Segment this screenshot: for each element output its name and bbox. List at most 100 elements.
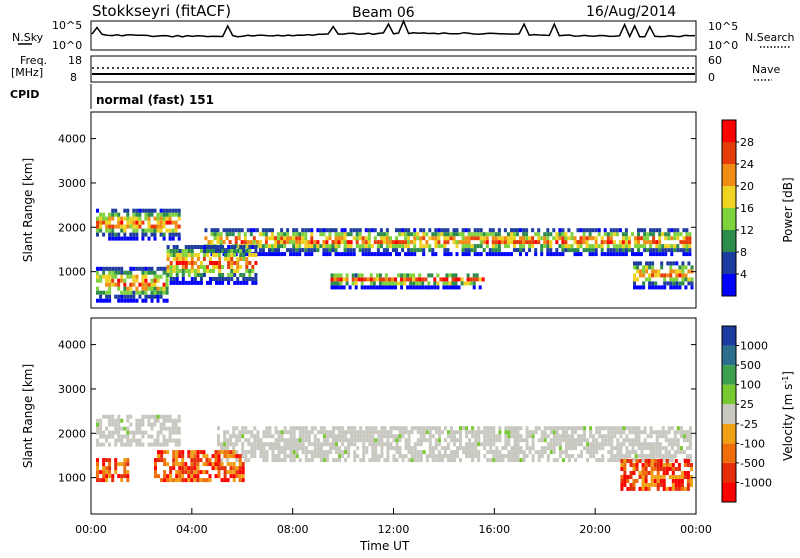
echo-cell [616, 426, 620, 431]
echo-cell [313, 244, 317, 249]
echo-cell [292, 438, 296, 443]
echo-cell [673, 442, 677, 447]
echo-cell [434, 240, 438, 245]
echo-cell [534, 252, 538, 257]
echo-cell [343, 236, 347, 241]
echo-cell [262, 454, 266, 459]
echo-cell [516, 430, 520, 435]
echo-cell [184, 249, 188, 253]
echo-cell [114, 422, 118, 427]
echo-cell [301, 450, 305, 455]
echo-cell [555, 434, 559, 439]
echo-cell [274, 442, 278, 447]
echo-cell [519, 248, 522, 253]
echo-cell [367, 236, 371, 241]
echo-cell [233, 253, 237, 257]
echo-cell [422, 236, 426, 241]
echo-cell [379, 228, 383, 233]
echo-cell [236, 269, 240, 273]
echo-cell [377, 430, 381, 435]
echo-cell [440, 458, 444, 463]
echo-cell [301, 446, 305, 451]
echo-cell [362, 450, 366, 455]
colorbar-swatch [722, 252, 736, 274]
echo-cell [328, 252, 332, 257]
echo-cell [473, 232, 477, 237]
echo-cell [123, 224, 127, 229]
echo-cell [271, 248, 274, 253]
echo-cell [163, 450, 167, 455]
echo-cell [99, 290, 103, 295]
echo-cell [286, 442, 290, 447]
colorbar-swatch [722, 208, 736, 230]
echo-cell [135, 266, 139, 271]
echo-cell [647, 459, 651, 463]
echo-cell [206, 249, 209, 253]
echo-cell [386, 454, 390, 459]
echo-cell [437, 430, 441, 435]
echo-cell [129, 236, 133, 241]
echo-cell [522, 454, 526, 459]
echo-cell [370, 252, 374, 257]
echo-cell [470, 248, 474, 253]
echo-cell [665, 471, 669, 475]
echo-cell [640, 430, 644, 435]
echo-cell [485, 252, 489, 257]
echo-cell [552, 430, 556, 435]
echo-cell [410, 430, 414, 435]
echo-cell [181, 458, 185, 463]
echo-cell [623, 479, 627, 483]
echo-cell [292, 426, 296, 431]
echo-cell [577, 434, 580, 439]
echo-cell [398, 232, 401, 237]
echo-cell [607, 434, 611, 439]
echo-cell [254, 273, 258, 277]
echo-cell [126, 478, 130, 483]
echo-cell [382, 252, 386, 257]
cpid-text: normal (fast) 151 [96, 93, 214, 107]
echo-cell [338, 458, 341, 463]
echo-cell [108, 474, 112, 479]
echo-cell [483, 426, 487, 431]
echo-cell [616, 446, 620, 451]
echo-cell [169, 470, 173, 475]
echo-cell [655, 454, 659, 459]
echo-cell [522, 244, 526, 249]
echo-cell [168, 414, 172, 419]
echo-cell [244, 450, 248, 455]
echo-cell [407, 240, 411, 245]
echo-cell [251, 245, 255, 249]
echo-cell [397, 273, 400, 278]
echo-cell [177, 232, 181, 237]
echo-cell [301, 438, 305, 443]
echo-cell [651, 269, 655, 274]
echo-cell [616, 438, 620, 443]
echo-cell [232, 454, 236, 459]
echo-cell [153, 290, 157, 295]
echo-cell [245, 280, 249, 285]
echo-cell [117, 294, 121, 299]
echo-cell [126, 224, 130, 229]
echo-cell [117, 286, 121, 291]
echo-cell [372, 281, 376, 286]
echo-cell [395, 450, 399, 455]
colorbar-swatch [722, 142, 736, 164]
echo-cell [156, 274, 160, 279]
echo-cell [329, 430, 332, 435]
echo-cell [658, 454, 662, 459]
echo-cell [172, 253, 176, 257]
echo-cell [477, 450, 481, 455]
echo-cell [673, 438, 677, 443]
echo-cell [413, 458, 417, 463]
echo-cell [388, 281, 391, 286]
echo-cell [138, 290, 142, 295]
echo-cell [481, 277, 485, 282]
echo-cell [362, 454, 366, 459]
echo-cell [558, 442, 562, 447]
echo-cell [639, 285, 642, 290]
echo-cell [612, 252, 616, 257]
echo-cell [178, 466, 182, 471]
echo-cell [150, 208, 154, 213]
date-title: 16/Aug/2014 [586, 4, 676, 20]
echo-cell [477, 430, 481, 435]
